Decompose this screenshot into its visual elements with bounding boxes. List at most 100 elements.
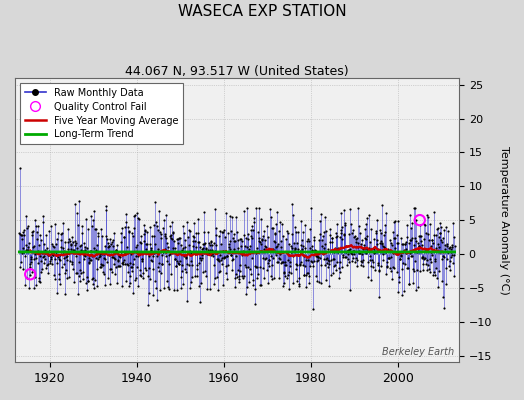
Point	[445, 267, 454, 273]
Point	[17, 258, 25, 265]
Point	[233, 245, 242, 251]
Point	[394, 289, 402, 295]
Point	[289, 211, 297, 218]
Point	[64, 239, 72, 245]
Point	[320, 245, 328, 251]
Point	[408, 220, 416, 226]
Point	[239, 248, 247, 254]
Point	[355, 223, 364, 229]
Point	[75, 259, 83, 266]
Point	[275, 228, 283, 234]
Point	[48, 260, 57, 267]
Point	[276, 219, 284, 225]
Point	[84, 278, 92, 285]
Point	[199, 241, 207, 247]
Point	[134, 283, 142, 289]
Point	[67, 246, 75, 252]
Point	[418, 254, 426, 260]
Point	[435, 268, 443, 274]
Point	[368, 257, 376, 264]
Point	[370, 236, 378, 242]
Point	[26, 254, 35, 260]
Point	[27, 259, 35, 266]
Point	[76, 243, 84, 250]
Point	[81, 247, 89, 254]
Point	[343, 262, 352, 268]
Point	[236, 268, 245, 274]
Point	[450, 234, 458, 240]
Point	[348, 227, 357, 233]
Point	[133, 242, 141, 249]
Point	[97, 226, 105, 233]
Point	[408, 253, 417, 259]
Point	[269, 246, 278, 253]
Point	[321, 214, 330, 220]
Point	[324, 258, 333, 264]
Point	[287, 243, 295, 249]
Point	[316, 218, 324, 224]
Point	[432, 244, 441, 251]
Point	[407, 253, 415, 259]
Point	[369, 245, 377, 252]
Point	[110, 254, 118, 261]
Point	[185, 228, 194, 234]
Point	[368, 264, 377, 270]
Point	[66, 238, 74, 244]
Point	[349, 248, 357, 254]
Point	[175, 261, 183, 268]
Point	[356, 250, 364, 256]
Point	[130, 225, 139, 232]
Point	[132, 244, 140, 250]
Point	[280, 280, 289, 286]
Point	[230, 245, 238, 252]
Point	[396, 256, 404, 262]
Point	[118, 224, 126, 231]
Point	[39, 213, 47, 220]
Point	[365, 248, 374, 254]
Point	[189, 242, 198, 249]
Point	[181, 255, 190, 262]
Point	[407, 237, 416, 244]
Point	[108, 254, 116, 260]
Point	[115, 252, 124, 258]
Point	[220, 253, 228, 260]
Point	[212, 242, 220, 248]
Point	[430, 256, 439, 262]
Point	[394, 240, 402, 246]
Point	[271, 229, 279, 236]
Point	[20, 232, 28, 238]
Point	[122, 219, 130, 226]
Point	[174, 234, 183, 241]
Point	[193, 273, 201, 280]
Point	[374, 262, 382, 268]
Point	[251, 262, 259, 269]
Point	[345, 245, 354, 252]
Point	[421, 222, 429, 229]
Point	[162, 253, 171, 259]
Point	[143, 229, 151, 236]
Point	[29, 228, 37, 234]
Point	[406, 250, 414, 256]
Point	[240, 208, 248, 214]
Point	[332, 230, 341, 236]
Point	[226, 246, 234, 252]
Point	[438, 239, 446, 245]
Point	[285, 286, 293, 292]
Y-axis label: Temperature Anomaly (°C): Temperature Anomaly (°C)	[499, 146, 509, 294]
Point	[432, 265, 440, 272]
Point	[445, 244, 453, 251]
Point	[214, 286, 223, 293]
Point	[29, 256, 38, 262]
Point	[292, 240, 301, 246]
Point	[345, 231, 353, 238]
Point	[91, 254, 100, 261]
Point	[385, 255, 393, 261]
Point	[238, 238, 246, 244]
Point	[181, 237, 189, 244]
Point	[358, 259, 367, 266]
Point	[242, 234, 250, 241]
Point	[183, 260, 191, 267]
Point	[117, 230, 125, 236]
Point	[275, 255, 283, 262]
Point	[151, 278, 160, 284]
